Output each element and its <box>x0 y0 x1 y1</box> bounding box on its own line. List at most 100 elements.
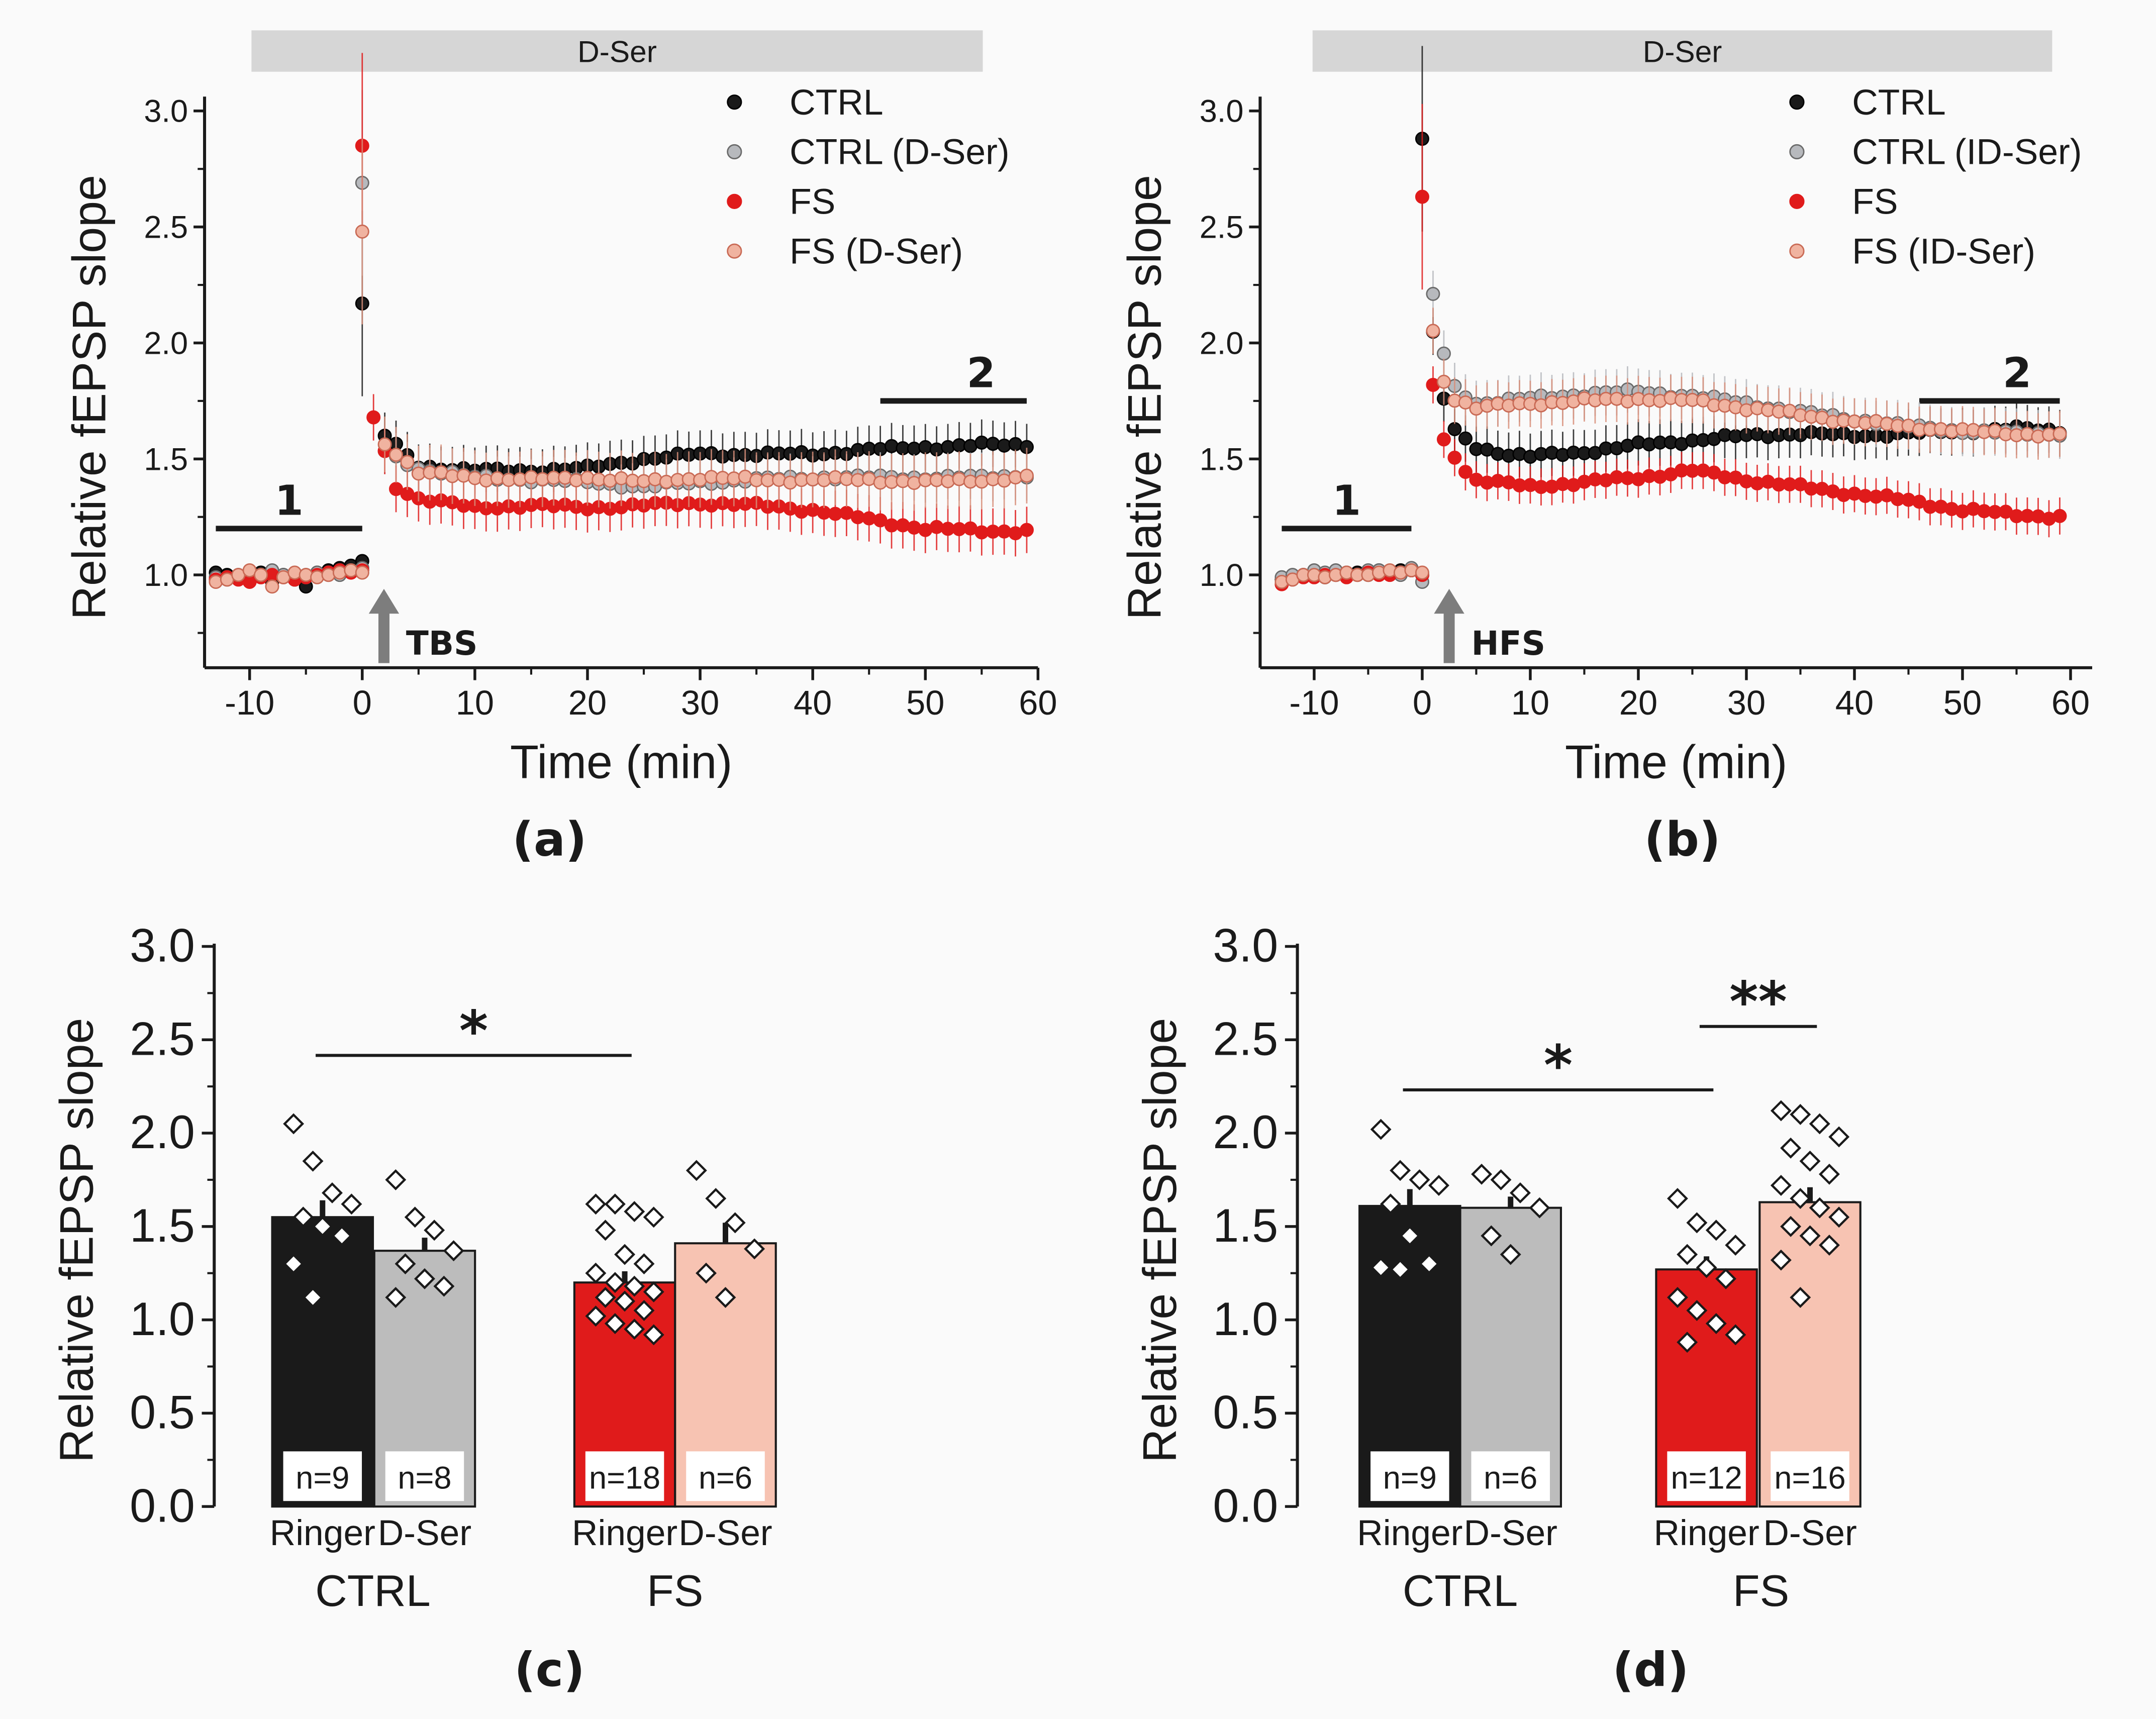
x-tick-label: 50 <box>1943 683 1982 722</box>
data-point <box>1725 1235 1746 1256</box>
y-tick-label: 3.0 <box>130 920 195 972</box>
data-point <box>366 410 381 425</box>
condition-label: Ringer <box>572 1513 677 1553</box>
data-point <box>513 472 527 487</box>
x-tick-label: -10 <box>225 683 274 722</box>
legend-marker <box>727 243 742 259</box>
data-point <box>941 440 955 454</box>
data-point <box>1696 1257 1717 1278</box>
x-tick-label: 20 <box>1619 683 1657 722</box>
data-point <box>1409 1169 1430 1190</box>
data-point <box>624 1319 645 1340</box>
bar-ctrl-d-ser: n=6 D-Ser <box>1459 1163 1562 1553</box>
data-point <box>1490 1169 1512 1190</box>
data-point <box>1426 324 1440 338</box>
treatment-bar-label: D-Ser <box>1643 35 1722 69</box>
bar-ctrl-ringer: n=9 Ringer <box>1357 1119 1462 1553</box>
data-point <box>614 471 629 485</box>
data-point <box>558 470 572 485</box>
y-tick-label: 1.0 <box>144 558 188 593</box>
data-point <box>1436 374 1451 389</box>
data-point <box>604 1193 626 1215</box>
y-axis-title: Relative fEPSP slope <box>63 175 115 620</box>
bar-fs-d-ser: n=16 D-Ser <box>1758 1100 1861 1553</box>
data-point <box>1458 465 1473 479</box>
stimulus-label: TBS <box>406 624 478 663</box>
n-label: n=16 <box>1774 1460 1845 1495</box>
y-axis-title: Relative fEPSP slope <box>51 1018 103 1463</box>
data-point <box>1809 1113 1830 1135</box>
data-point <box>1471 1163 1493 1185</box>
data-point <box>1790 1103 1811 1125</box>
data-point <box>1828 1126 1850 1148</box>
data-point <box>322 1182 343 1203</box>
data-point <box>986 437 1000 451</box>
significance-label: ** <box>1729 970 1787 1034</box>
data-point <box>1686 1212 1708 1234</box>
data-point <box>1819 1163 1840 1185</box>
y-tick-label: 0.5 <box>1213 1386 1278 1439</box>
data-point <box>696 1262 717 1284</box>
group-label: FS <box>1733 1566 1789 1615</box>
treatment-bar <box>251 30 983 72</box>
data-point <box>705 1188 727 1209</box>
chart-panel-a: D-Ser 1.0 1.5 2.0 2.5 3.0 -10 0 10 20 30 40 50 60 Time… <box>63 30 1057 867</box>
data-point <box>404 1206 426 1228</box>
data-point <box>1447 450 1462 465</box>
period-label-1: 1 <box>274 477 303 525</box>
data-point <box>1428 1175 1449 1196</box>
data-point <box>209 575 223 589</box>
data-point <box>569 473 583 487</box>
y-axis-title: Relative fEPSP slope <box>1134 1018 1186 1463</box>
x-tick-label: 0 <box>1413 683 1432 722</box>
y-tick-label: 2.0 <box>130 1106 195 1158</box>
data-point <box>331 1225 353 1247</box>
data-point <box>1677 1244 1698 1265</box>
x-tick-label: 20 <box>568 683 607 722</box>
data-point <box>310 570 325 584</box>
y-tick-label: 2.5 <box>144 210 188 245</box>
n-label: n=12 <box>1671 1460 1742 1495</box>
n-label-box <box>686 1451 765 1501</box>
data-point <box>332 565 347 580</box>
data-point <box>443 1240 464 1262</box>
n-label-box <box>1370 1451 1449 1501</box>
data-point <box>1019 468 1034 483</box>
group-label: CTRL <box>1403 1566 1518 1615</box>
data-point <box>614 1244 636 1265</box>
data-point <box>885 439 899 453</box>
condition-label: D-Ser <box>1464 1513 1557 1553</box>
n-label-box <box>585 1451 664 1501</box>
data-point <box>283 1113 305 1135</box>
data-point <box>724 1212 746 1234</box>
data-point <box>1705 1313 1727 1334</box>
data-point <box>344 563 358 577</box>
data-point <box>1790 1188 1811 1209</box>
legend-marker <box>1789 144 1805 160</box>
x-tick-label: -10 <box>1289 683 1339 722</box>
legend-label: FS <box>1852 182 1898 222</box>
n-label-box <box>1471 1451 1550 1501</box>
data-point <box>1399 1225 1421 1247</box>
data-point <box>1510 1182 1531 1203</box>
bar-ctrl-ringer: n=9 Ringer <box>270 1113 375 1553</box>
period-label-2: 2 <box>967 349 996 397</box>
data-point <box>1019 523 1034 537</box>
data-point <box>941 474 955 488</box>
y-tick-label: 1.0 <box>1213 1293 1278 1345</box>
data-point <box>1780 1216 1802 1237</box>
legend-marker <box>1789 243 1805 259</box>
x-axis-title: Time (min) <box>510 736 732 788</box>
y-tick-label: 0.0 <box>130 1479 195 1532</box>
data-point <box>907 520 921 535</box>
x-tick-label: 60 <box>2051 683 2090 722</box>
data-point <box>385 1287 407 1308</box>
data-point <box>1770 1175 1792 1196</box>
y-tick-label: 2.5 <box>1213 1013 1278 1065</box>
period-label-1: 1 <box>1332 477 1361 525</box>
data-point <box>1436 432 1451 447</box>
y-tick-label: 1.5 <box>130 1199 195 1252</box>
data-point <box>952 472 966 486</box>
data-point <box>744 1238 765 1260</box>
